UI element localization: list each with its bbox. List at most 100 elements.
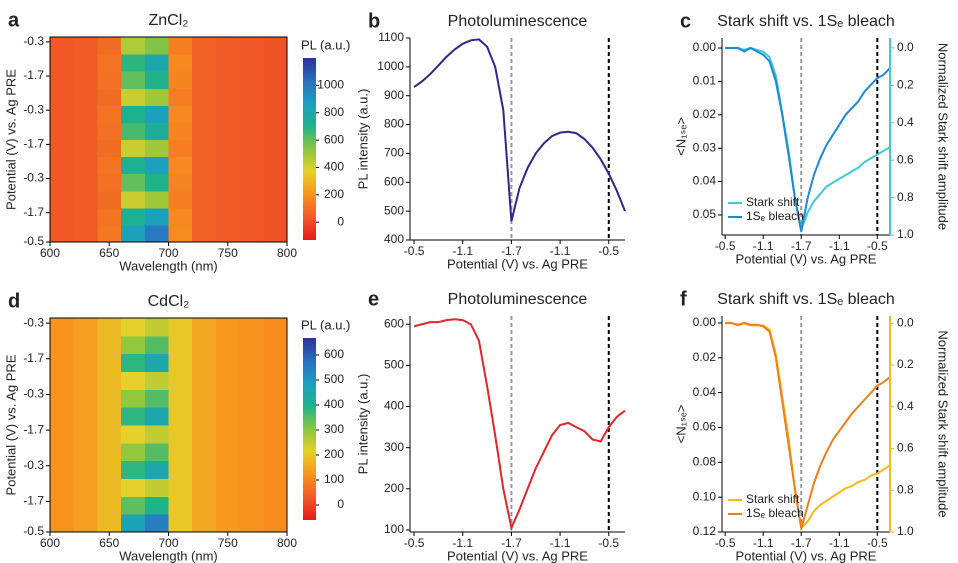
y-tick-label: 0.08 [693, 454, 717, 468]
heatmap-cell [168, 371, 193, 390]
heatmap-cell [215, 173, 241, 192]
heatmap-cell [263, 389, 288, 408]
panel-letter: f [680, 288, 687, 310]
heatmap-cell [239, 514, 264, 533]
panel-letter: b [368, 10, 380, 32]
colorbar-tick-label: 1000 [317, 78, 344, 92]
heatmap-cell [121, 71, 146, 89]
y-tick-label: 0.04 [693, 174, 717, 188]
heatmap-cell [239, 173, 264, 192]
heatmap-cell [192, 425, 217, 444]
heatmap-cell [73, 460, 98, 479]
data-line [725, 321, 891, 529]
heatmap-cell [239, 318, 264, 337]
heatmap-cell [263, 105, 288, 123]
y-tick-label: 900 [384, 88, 404, 102]
x-axis-label: Wavelength (nm) [119, 548, 218, 563]
heatmap-cell [50, 105, 75, 123]
heatmap-cell [263, 335, 288, 355]
heatmap-cell [121, 318, 146, 337]
heatmap-cell [168, 54, 193, 72]
heatmap-cell [144, 88, 169, 106]
y-tick-label: -0.3 [23, 102, 44, 116]
heatmap-cell [215, 105, 241, 123]
y-axis-label: Potential (V) vs. Ag PRE [3, 69, 18, 210]
heatmap-cell [263, 71, 288, 89]
heatmap-cell [73, 442, 98, 462]
heatmap-cell [192, 389, 217, 408]
x-tick-label: -1.7 [791, 239, 812, 253]
heatmap-cell [73, 37, 98, 55]
heatmap-cell [168, 496, 193, 515]
x-tick-label: -1.1 [829, 239, 850, 253]
heatmap-cell [144, 54, 169, 72]
x-tick-label: -1.1 [753, 536, 774, 550]
heatmap-cell [121, 54, 146, 72]
heatmap-cell [73, 156, 98, 175]
y-tick-label: -1.7 [23, 137, 44, 151]
panel-letter: e [368, 288, 379, 310]
heatmap-cell [97, 88, 122, 106]
colorbar-tick-label: 200 [324, 447, 344, 461]
y2-tick-label: 0.4 [897, 399, 914, 413]
x-tick-label: -1.1 [452, 536, 473, 550]
heatmap-cell [97, 496, 122, 515]
heatmap-cell [239, 478, 264, 497]
heatmap-cell [144, 335, 169, 355]
heatmap-cell [239, 54, 264, 72]
heatmap-cell [215, 156, 241, 175]
panel-letter: a [8, 9, 20, 31]
heatmap-cell [144, 407, 169, 426]
heatmap-cell [263, 371, 288, 390]
heatmap-cell [192, 139, 217, 158]
heatmap-cell [50, 88, 75, 106]
x-tick-label: 600 [40, 246, 60, 260]
x-axis-label: Potential (V) vs. Ag PRE [736, 251, 877, 266]
x-tick-label: -1.1 [550, 244, 571, 258]
heatmap-cell [144, 224, 169, 243]
panel-title: Photoluminescence [448, 13, 588, 30]
heatmap-cell [215, 335, 241, 355]
heatmap-cell [192, 122, 217, 140]
heatmap-cell [97, 54, 122, 72]
heatmap-cell [121, 425, 146, 444]
x-tick-label: -1.7 [501, 536, 522, 550]
x-tick-label: 800 [277, 536, 297, 550]
heatmap-cell [168, 389, 193, 408]
heatmap-cell [192, 407, 217, 426]
heatmap-cell [121, 207, 146, 226]
heatmap-cell [73, 371, 98, 390]
x-tick-label: -1.1 [550, 536, 571, 550]
y-tick-label: 200 [384, 481, 404, 495]
heatmap-cell [192, 478, 217, 497]
heatmap-cell [144, 71, 169, 89]
heatmap-cell [168, 353, 193, 372]
y-tick-label: -1.7 [23, 68, 44, 82]
y2-tick-label: 0.4 [897, 115, 914, 129]
heatmap-cell [144, 425, 169, 444]
heatmap-cell [239, 105, 264, 123]
heatmap-cell [97, 353, 122, 372]
heatmap-cell [192, 514, 217, 533]
heatmap-cell [192, 54, 217, 72]
heatmap-cell [121, 88, 146, 106]
y-tick-label: -1.7 [23, 205, 44, 219]
heatmap-cell [73, 207, 98, 226]
heatmap-cell [50, 37, 75, 55]
heatmap-cell [144, 514, 169, 533]
colorbar [303, 58, 316, 240]
y-axis-label: PL intensity (a.u.) [355, 89, 370, 190]
heatmap-cell [215, 122, 241, 140]
heatmap-cell [192, 460, 217, 479]
colorbar-tick-label: 0 [337, 214, 344, 228]
heatmap-cell [263, 460, 288, 479]
heatmap-cell [97, 139, 122, 158]
x-tick-label: -0.5 [715, 239, 736, 253]
x-tick-label: -1.1 [829, 536, 850, 550]
heatmap-cell [239, 460, 264, 479]
y-tick-label: 0.03 [693, 140, 717, 154]
heatmap [50, 318, 288, 533]
heatmap-cell [239, 156, 264, 175]
x-tick-label: 700 [158, 536, 178, 550]
